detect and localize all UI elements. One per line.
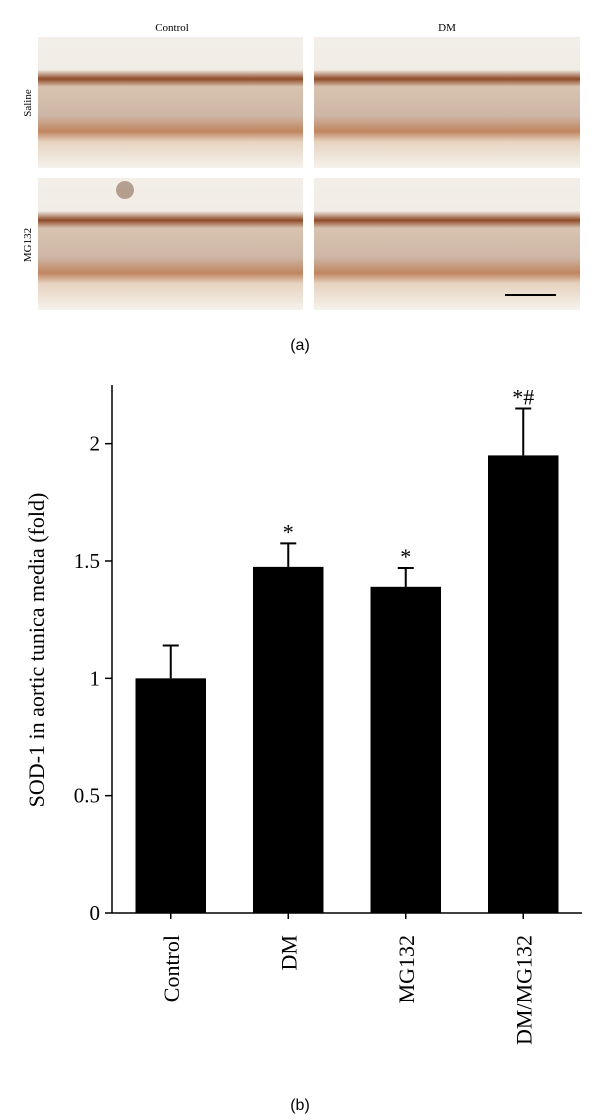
significance-mark: *# [512, 384, 534, 409]
y-tick-label: 1 [90, 666, 101, 690]
x-tick-label: DM [276, 935, 301, 970]
significance-mark: * [400, 544, 411, 569]
y-axis-label: SOD-1 in aortic tunica media (fold) [24, 493, 49, 808]
bar [135, 678, 206, 913]
error-bar [162, 644, 179, 679]
micrograph [38, 37, 303, 168]
error-bar [280, 542, 297, 567]
x-tick-label: MG132 [394, 935, 419, 1003]
micrograph [314, 37, 580, 168]
column-label: DM [438, 22, 456, 34]
artifact [116, 181, 134, 199]
x-tick-label: Control [159, 935, 184, 1002]
bar [370, 586, 441, 913]
bar [488, 455, 559, 913]
y-tick-label: 2 [90, 432, 101, 456]
significance-mark: * [283, 519, 294, 544]
micrograph [314, 178, 580, 310]
micrographs [38, 37, 580, 310]
y-tick-label: 0 [90, 901, 101, 925]
y-tick-label: 1.5 [74, 549, 100, 573]
micrograph [38, 178, 303, 310]
error-bar [515, 407, 532, 456]
x-tick-label: DM/MG132 [511, 935, 536, 1045]
bar [253, 566, 324, 913]
y-tick-label: 0.5 [74, 784, 100, 808]
column-label: Control [155, 22, 189, 34]
panel-label: (a) [290, 337, 310, 354]
error-bar [397, 567, 414, 587]
panel-label: (b) [290, 1097, 310, 1114]
row-label: Saline [22, 89, 34, 117]
row-label: MG132 [22, 228, 34, 262]
